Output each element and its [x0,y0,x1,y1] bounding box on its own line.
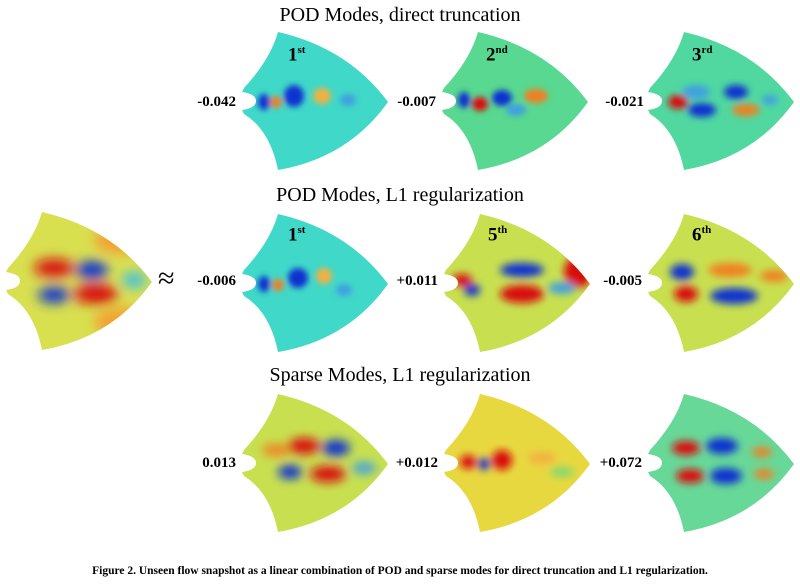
sparse-mode-2-panel [444,394,590,532]
sparse-mode-1-panel [242,394,388,532]
mode-order-label: 1st [288,44,306,66]
coefficient: -0.006 [197,273,236,289]
mode-order-label: 5th [488,224,508,246]
mode-order-label: 1st [288,224,306,246]
unseen-snapshot [6,212,152,350]
mode-order-label: 3rd [692,44,713,66]
mode-order-label: 2nd [486,44,508,66]
coefficient: -0.007 [397,94,436,110]
pod-mode-5-panel [444,214,590,352]
coefficient: -0.021 [605,94,644,110]
coefficient: +0.012 [395,455,438,471]
mode-order-label: 6th [692,224,712,246]
coefficient: 0.013 [202,455,236,471]
pod-mode-6-panel [648,214,794,352]
row-title-sparse-l1: Sparse Modes, L1 regularization [269,364,531,386]
coefficient: -0.042 [197,94,236,110]
pod-mode-3-panel [648,32,794,170]
pod-mode-1-panel [242,214,388,352]
pod-mode-1-panel [242,32,388,170]
coefficient: +0.011 [396,273,438,289]
row-title-direct-truncation: POD Modes, direct truncation [279,4,521,26]
pod-mode-2-panel [442,32,588,170]
sparse-mode-3-panel [648,394,794,532]
coefficient: +0.072 [599,455,642,471]
approx-symbol: ≈ [158,262,175,295]
row-title-pod-l1: POD Modes, L1 regularization [276,184,524,206]
figure-caption: Figure 2. Unseen flow snapshot as a line… [92,565,708,577]
coefficient: -0.005 [603,273,642,289]
